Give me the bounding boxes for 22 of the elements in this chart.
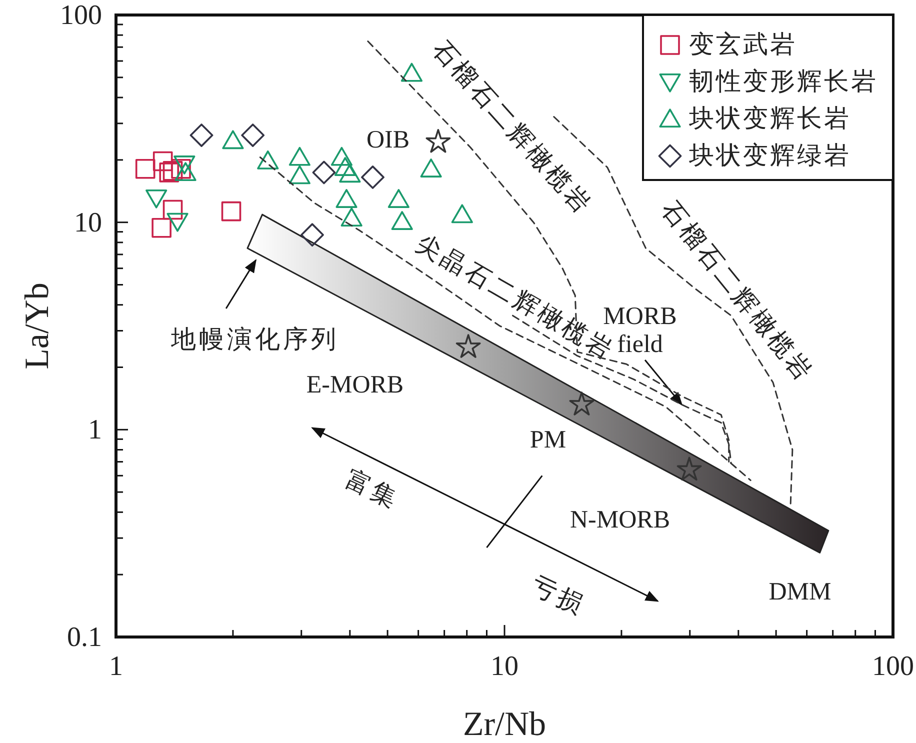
annotation: PM [530, 426, 566, 454]
annotation: OIB [366, 126, 410, 154]
y-tick-label: 1 [88, 414, 102, 446]
x-tick-label: 1 [109, 651, 123, 682]
annotation: E-MORB [306, 372, 404, 398]
annotation: 亏损 [526, 572, 590, 620]
legend-label: 块状变辉长岩 [688, 104, 851, 132]
x-tick-label: 10 [490, 651, 518, 682]
x-tick-label: 100 [872, 651, 914, 682]
annotation: 富集 [340, 465, 404, 514]
legend-label: 块状变辉绿岩 [688, 142, 851, 170]
annotation: 石榴石二辉橄榄岩 [427, 36, 597, 220]
y-tick-label: 0.1 [67, 622, 102, 653]
y-tick-label: 10 [74, 207, 102, 238]
y-axis-title: La/Yb [19, 282, 56, 370]
annotation: N-MORB [570, 506, 670, 534]
annotation: 地幔演化序列 [170, 326, 339, 354]
y-tick-label: 100 [60, 0, 102, 31]
legend-label: 变玄武岩 [689, 30, 797, 58]
x-axis-title: Zr/Nb [462, 706, 546, 743]
annotation: DMM [768, 578, 832, 606]
legend-label: 韧性变形辉长岩 [689, 68, 878, 96]
